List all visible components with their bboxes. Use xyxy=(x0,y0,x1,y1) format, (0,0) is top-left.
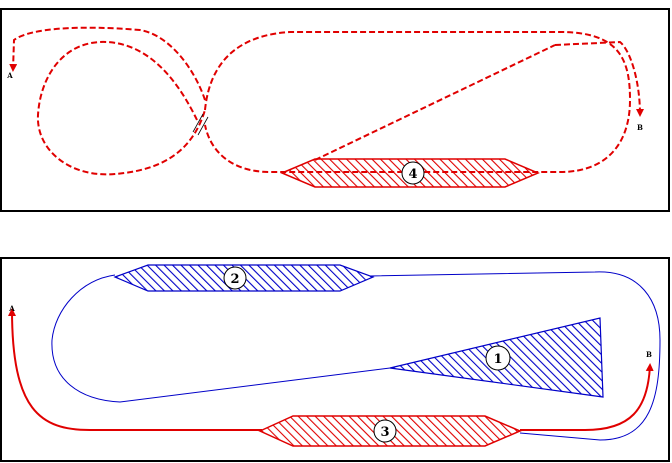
bottom-panel: 1 2 3 A B xyxy=(0,257,670,462)
bottom-outer-loop-track xyxy=(51,274,391,403)
bottom-endpoint-b-label: B xyxy=(646,350,652,359)
top-right-loop-track xyxy=(204,31,632,173)
bottom-section-3-label: 3 xyxy=(380,425,389,440)
bottom-panel-frame xyxy=(0,257,670,462)
bottom-upper-track xyxy=(369,271,661,441)
top-section-4-badge xyxy=(401,161,425,185)
top-panel-frame xyxy=(0,8,670,212)
top-section-4-label: 4 xyxy=(408,167,417,182)
top-endpoint-b-label: B xyxy=(637,123,643,132)
top-left-loop-track xyxy=(36,40,206,176)
bottom-track-to-b xyxy=(520,363,654,431)
bottom-section-3-badge xyxy=(373,419,397,443)
top-endpoint-a-label: A xyxy=(6,71,13,80)
top-track-to-a xyxy=(9,26,206,101)
bottom-endpoint-a-label: A xyxy=(8,304,15,313)
bottom-section-2-badge xyxy=(223,266,247,290)
bottom-section-1-label: 1 xyxy=(493,352,502,367)
top-crossing-mark-1 xyxy=(192,113,204,133)
top-diagonal-track xyxy=(314,44,556,161)
bottom-track-to-a xyxy=(8,308,262,431)
bottom-section-2-label: 2 xyxy=(230,272,239,287)
top-panel: 4 A B xyxy=(0,8,670,212)
bottom-section-1-badge xyxy=(485,345,511,371)
top-track-to-b xyxy=(554,40,644,117)
top-crossing-mark-2 xyxy=(197,116,209,136)
